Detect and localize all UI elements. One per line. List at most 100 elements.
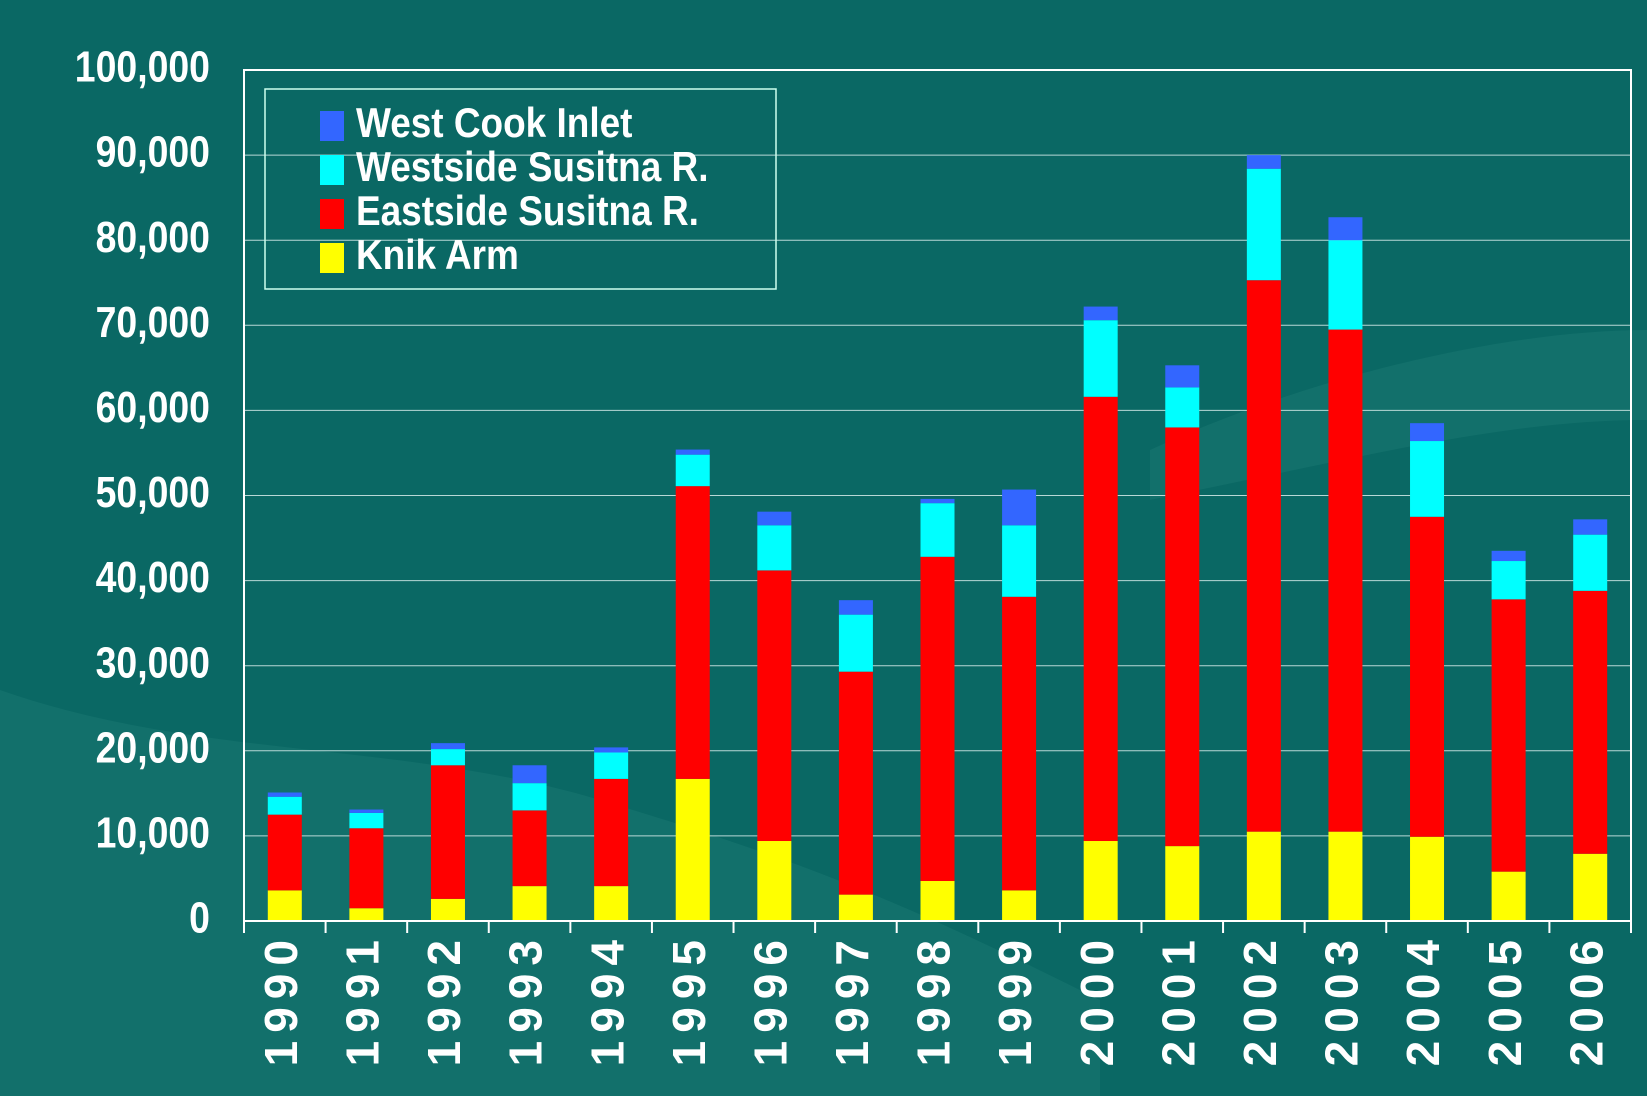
- y-tick-label: 50,000: [96, 467, 210, 517]
- bar-segment: [1328, 832, 1362, 921]
- bar-segment: [757, 570, 791, 841]
- bar-segment: [1247, 280, 1281, 831]
- bar-segment: [431, 899, 465, 921]
- x-tick-label: 1999: [989, 932, 1041, 1066]
- bar-segment: [1084, 397, 1118, 841]
- y-tick-label: 80,000: [96, 212, 210, 262]
- bar-segment: [1002, 890, 1036, 921]
- bar-segment: [676, 486, 710, 779]
- bar-segment: [921, 557, 955, 881]
- bar-segment: [1492, 599, 1526, 871]
- x-tick-label: 2001: [1152, 932, 1204, 1066]
- bar-segment: [1084, 841, 1118, 921]
- x-tick-label: 1993: [500, 932, 552, 1066]
- bar-segment: [757, 525, 791, 570]
- bar-segment: [676, 450, 710, 455]
- x-tick-label: 2006: [1560, 932, 1612, 1066]
- bar-segment: [1410, 837, 1444, 921]
- bar-segment: [513, 783, 547, 810]
- bar-segment: [1002, 490, 1036, 526]
- bar-segment: [757, 841, 791, 921]
- bar-segment: [349, 810, 383, 813]
- x-tick-label: 2004: [1397, 932, 1449, 1066]
- x-tick-label: 1996: [744, 932, 796, 1066]
- page: 010,00020,00030,00040,00050,00060,00070,…: [0, 0, 1647, 1096]
- bar-segment: [1247, 155, 1281, 169]
- bar-segment: [1492, 561, 1526, 599]
- bar-segment: [839, 895, 873, 921]
- bar-segment: [268, 890, 302, 921]
- bar-segment: [1247, 169, 1281, 280]
- bar-segment: [349, 828, 383, 908]
- bar-segment: [268, 792, 302, 796]
- x-tick-label: 1994: [581, 932, 633, 1066]
- bar-segment: [513, 765, 547, 783]
- bar-segment: [676, 455, 710, 486]
- bar-segment: [921, 503, 955, 557]
- y-tick-label: 60,000: [96, 382, 210, 432]
- bar-segment: [268, 815, 302, 891]
- bar-segment: [268, 797, 302, 815]
- y-tick-label: 100,000: [75, 42, 210, 92]
- bar-segment: [921, 499, 955, 503]
- bar-segment: [349, 813, 383, 828]
- x-tick-label: 2002: [1234, 932, 1286, 1066]
- x-tick-label: 1997: [826, 932, 878, 1066]
- x-tick-label: 1992: [418, 932, 470, 1066]
- bar-segment: [513, 810, 547, 886]
- bar-segment: [1492, 551, 1526, 561]
- bar-segment: [1573, 591, 1607, 854]
- bar-segment: [839, 672, 873, 895]
- bar-segment: [1410, 423, 1444, 441]
- bar-segment: [1247, 832, 1281, 921]
- bar-segment: [1165, 387, 1199, 427]
- bar-segment: [839, 600, 873, 614]
- bar-segment: [676, 779, 710, 921]
- bar-segment: [431, 743, 465, 749]
- bar-segment: [1328, 217, 1362, 240]
- bar-segment: [594, 747, 628, 752]
- y-tick-label: 10,000: [96, 808, 210, 858]
- chart: 010,00020,00030,00040,00050,00060,00070,…: [0, 0, 1647, 1096]
- legend-label: Eastside Susitna R.: [356, 188, 699, 235]
- legend-swatch: [320, 111, 344, 141]
- y-tick-label: 20,000: [96, 723, 210, 773]
- legend-label: Knik Arm: [356, 232, 519, 279]
- legend-label: West Cook Inlet: [356, 100, 632, 147]
- x-tick-label: 2003: [1316, 932, 1368, 1066]
- bar-segment: [594, 886, 628, 921]
- bar-segment: [1165, 365, 1199, 387]
- x-tick-label: 1991: [337, 932, 389, 1066]
- bar-segment: [921, 881, 955, 921]
- bar-segment: [757, 512, 791, 526]
- bar-segment: [1328, 240, 1362, 329]
- x-tick-label: 1998: [908, 932, 960, 1066]
- bar-segment: [513, 886, 547, 921]
- bar-segment: [1084, 307, 1118, 321]
- bar-segment: [1165, 427, 1199, 846]
- bar-segment: [1410, 517, 1444, 837]
- bar-segment: [594, 779, 628, 886]
- bar-segment: [1328, 330, 1362, 832]
- y-tick-label: 30,000: [96, 637, 210, 687]
- bar-segment: [1492, 872, 1526, 921]
- x-tick-label: 2005: [1479, 932, 1531, 1066]
- y-tick-label: 0: [189, 893, 210, 943]
- x-tick-label: 2000: [1071, 932, 1123, 1066]
- bar-segment: [1410, 441, 1444, 517]
- bar-segment: [1573, 854, 1607, 921]
- legend-label: Westside Susitna R.: [356, 144, 708, 191]
- bar-segment: [1002, 525, 1036, 596]
- bar-segment: [349, 908, 383, 921]
- bar-segment: [1573, 535, 1607, 591]
- bar-segment: [1002, 597, 1036, 891]
- bar-segment: [431, 765, 465, 899]
- bar-segment: [839, 615, 873, 672]
- x-tick-label: 1995: [663, 932, 715, 1066]
- bar-segment: [594, 753, 628, 779]
- bar-segment: [1165, 846, 1199, 921]
- legend-swatch: [320, 243, 344, 273]
- x-tick-label: 1990: [255, 932, 307, 1066]
- y-tick-label: 70,000: [96, 297, 210, 347]
- legend-swatch: [320, 199, 344, 229]
